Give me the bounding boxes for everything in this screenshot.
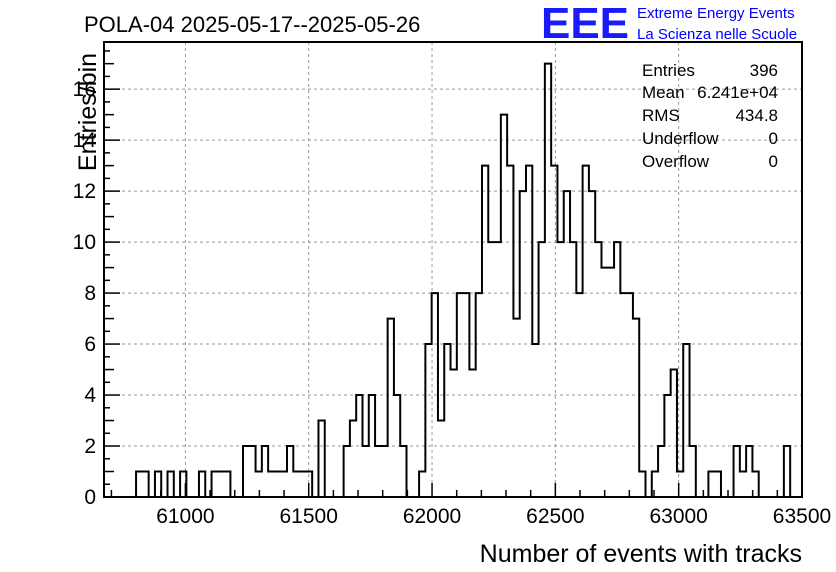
stat-entries-value: 396: [750, 61, 778, 80]
plot-frame: [103, 41, 803, 498]
y-tick-label-5: 10: [73, 231, 96, 254]
x-tick-label-0: 61000: [156, 505, 214, 528]
y-tick-label-1: 2: [84, 435, 96, 458]
x-axis-label: Number of events with tracks: [480, 540, 802, 568]
y-tick-label-0: 0: [84, 486, 96, 509]
y-axis-label: Entries/bin: [74, 53, 102, 171]
stat-underflow-label: Underflow: [642, 129, 719, 148]
y-tick-label-7: 14: [73, 129, 97, 152]
y-tick-label-4: 8: [84, 282, 96, 305]
x-axis-ticks: 61000 61500 62000 62500 63000 63500: [110, 483, 831, 528]
chart-title: POLA-04 2025-05-17--2025-05-26: [84, 12, 420, 37]
y-axis-ticks: 0 2 4 6 8 10 12 14 16: [73, 50, 120, 509]
eee-logo-line1: Extreme Energy Events: [637, 5, 795, 22]
x-tick-label-4: 63000: [649, 505, 707, 528]
stat-rms-label: RMS: [642, 106, 680, 125]
eee-logo-mark: EEE: [541, 0, 629, 48]
grid-lines: [104, 42, 802, 497]
x-tick-label-2: 62000: [403, 505, 461, 528]
histogram-outline: [135, 62, 797, 498]
stat-overflow-label: Overflow: [642, 152, 710, 171]
x-tick-label-1: 61500: [280, 505, 338, 528]
stat-underflow-value: 0: [769, 129, 778, 148]
x-tick-label-3: 62500: [526, 505, 584, 528]
stat-entries-label: Entries: [642, 61, 695, 80]
stat-mean-value: 6.241e+04: [697, 83, 778, 102]
y-tick-label-2: 4: [84, 384, 96, 407]
stat-overflow-value: 0: [769, 152, 778, 171]
y-tick-label-6: 12: [73, 180, 96, 203]
x-tick-label-5: 63500: [773, 505, 831, 528]
eee-logo-line2: La Scienza nelle Scuole: [637, 26, 797, 43]
stat-rms-value: 434.8: [735, 106, 778, 125]
y-tick-label-8: 16: [73, 78, 96, 101]
stat-mean-label: Mean: [642, 83, 685, 102]
stats-box: Entries 396 Mean 6.241e+04 RMS 434.8 Und…: [642, 61, 778, 171]
y-tick-label-3: 6: [84, 333, 96, 356]
